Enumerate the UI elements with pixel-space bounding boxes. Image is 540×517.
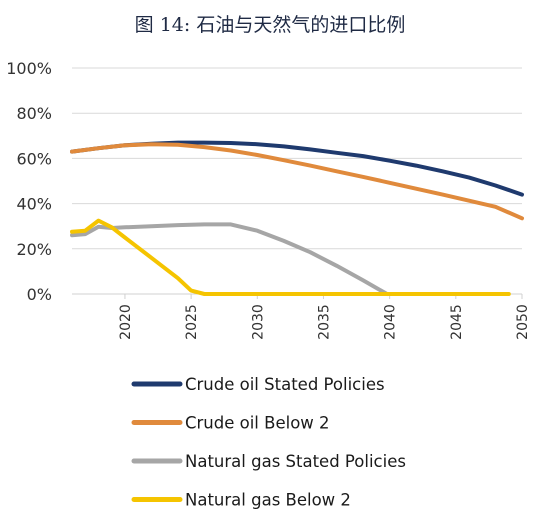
- legend-label: Natural gas Below 2: [185, 491, 351, 510]
- legend-item: Natural gas Below 2: [131, 491, 351, 510]
- x-tick-label: 2025: [184, 304, 200, 340]
- legend-label: Crude oil Stated Policies: [185, 375, 385, 394]
- legend-label: Crude oil Below 2: [185, 414, 330, 433]
- legend-item: Natural gas Stated Policies: [131, 452, 406, 471]
- legend-item: Crude oil Below 2: [131, 414, 330, 433]
- legend-label: Natural gas Stated Policies: [185, 452, 406, 471]
- series-lines: [70, 140, 524, 296]
- series-line-4: [70, 218, 511, 296]
- x-axis-ticks: 2020 2025 2030 2035 2040 2045 2050: [118, 294, 531, 340]
- x-tick-label: 2035: [316, 304, 332, 340]
- y-axis-ticks: 0% 20% 40% 60% 80% 100%: [6, 59, 52, 304]
- legend-item: Crude oil Stated Policies: [131, 375, 385, 394]
- y-tick-label: 40%: [16, 195, 52, 214]
- series-line-2: [70, 142, 524, 221]
- y-tick-label: 60%: [16, 149, 52, 168]
- gridlines: [72, 67, 522, 250]
- y-tick-label: 80%: [16, 104, 52, 123]
- x-tick-label: 2040: [383, 304, 399, 340]
- y-tick-label: 20%: [16, 240, 52, 259]
- x-tick-label: 2030: [250, 304, 266, 340]
- x-tick-label: 2050: [515, 304, 531, 340]
- series-line-3: [70, 222, 389, 296]
- chart-title: 图 14: 石油与天然气的进口比例: [135, 14, 406, 36]
- series-line-1: [70, 140, 524, 197]
- x-tick-label: 2020: [118, 304, 134, 340]
- legend: Crude oil Stated Policies Crude oil Below…: [131, 375, 406, 510]
- y-tick-label: 100%: [6, 59, 52, 78]
- x-tick-label: 2045: [449, 304, 465, 340]
- y-tick-label: 0%: [27, 285, 52, 304]
